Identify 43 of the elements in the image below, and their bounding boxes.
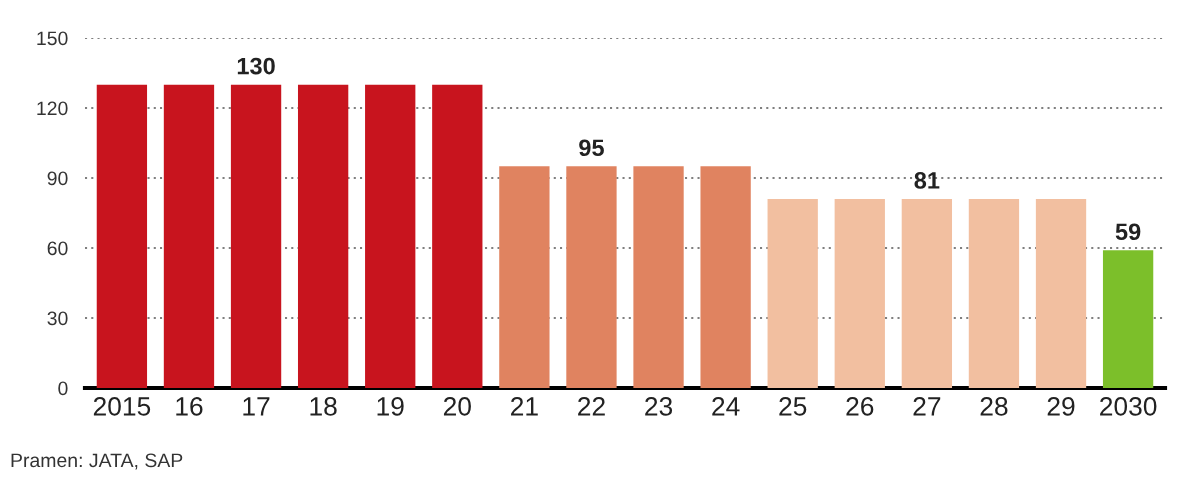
x-tick-label: 28 bbox=[980, 397, 1008, 416]
y-tick-label: 120 bbox=[37, 101, 68, 116]
y-tick-label: 150 bbox=[37, 31, 68, 46]
x-tick-label: 16 bbox=[176, 397, 203, 416]
data-label: 59 bbox=[1115, 223, 1141, 241]
x-tick-label: 19 bbox=[377, 397, 404, 416]
bar bbox=[96, 84, 148, 388]
x-tick-label: 21 bbox=[511, 397, 538, 416]
x-tick-label: 17 bbox=[243, 397, 270, 416]
data-label: 81 bbox=[914, 172, 940, 189]
bar bbox=[365, 84, 416, 388]
bar bbox=[901, 199, 953, 388]
x-tick-label: 2015 bbox=[93, 397, 151, 416]
x-tick-label: 24 bbox=[712, 397, 740, 416]
x-tick-label: 22 bbox=[578, 397, 605, 416]
y-tick-label: 30 bbox=[47, 311, 68, 326]
x-tick-label: 27 bbox=[913, 397, 941, 416]
y-tick-label: 90 bbox=[47, 171, 68, 186]
x-tick-label: 29 bbox=[1047, 397, 1075, 416]
y-tick-label: 60 bbox=[47, 241, 68, 256]
bar bbox=[163, 84, 215, 388]
bar bbox=[633, 166, 684, 388]
data-label: 95 bbox=[579, 139, 604, 157]
x-tick-label: 26 bbox=[846, 397, 874, 416]
y-tick-label: 0 bbox=[58, 381, 68, 396]
bar bbox=[230, 84, 282, 388]
x-tick-label: 25 bbox=[779, 397, 807, 416]
text: Pramen: JATA, SAP bbox=[11, 453, 183, 470]
bar bbox=[1102, 250, 1154, 388]
x-tick-label: 20 bbox=[443, 397, 471, 416]
x-tick-label: 23 bbox=[645, 397, 673, 416]
bar bbox=[499, 166, 550, 388]
bar bbox=[834, 199, 885, 388]
bar bbox=[1035, 199, 1087, 388]
data-label: 130 bbox=[237, 57, 275, 75]
x-tick-label: 18 bbox=[310, 397, 337, 416]
bar bbox=[968, 199, 1020, 388]
bar bbox=[432, 84, 483, 388]
bar bbox=[297, 84, 349, 388]
bar bbox=[767, 199, 818, 388]
bar bbox=[700, 166, 751, 388]
x-tick-label: 2030 bbox=[1100, 397, 1157, 416]
bar bbox=[566, 166, 617, 388]
